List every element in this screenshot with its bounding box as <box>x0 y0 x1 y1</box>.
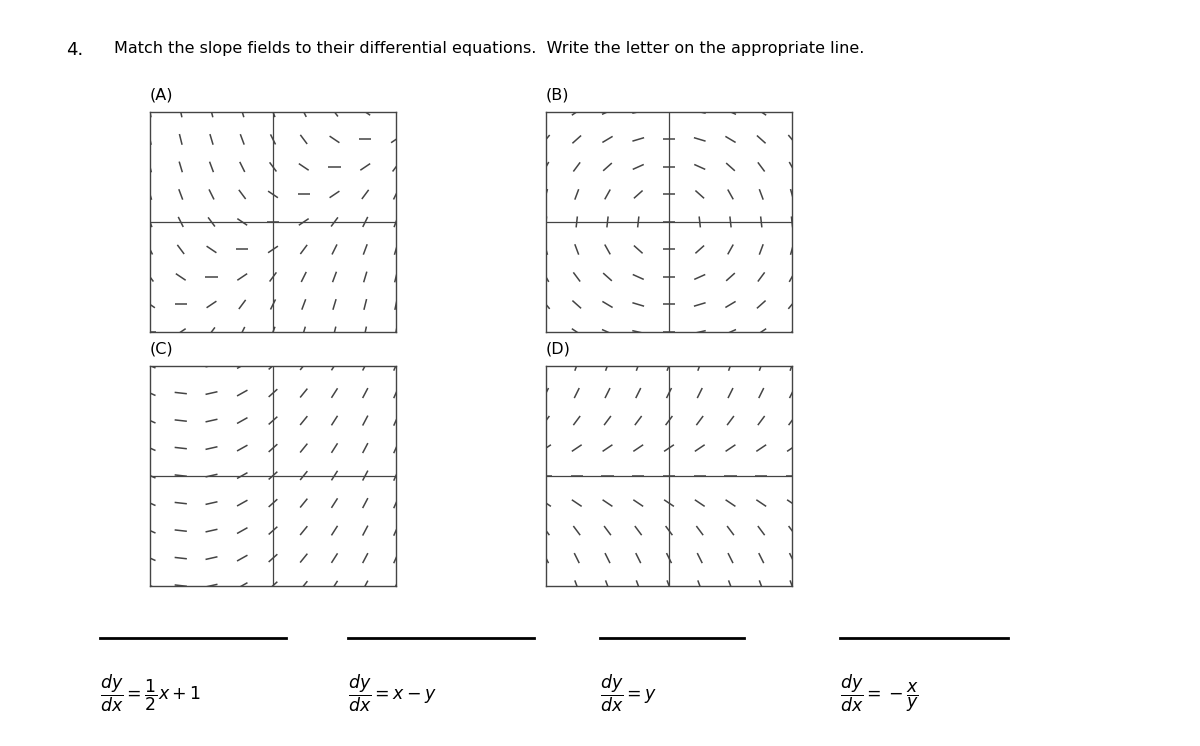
Text: (D): (D) <box>546 342 571 357</box>
Text: Match the slope fields to their differential equations.  Write the letter on the: Match the slope fields to their differen… <box>114 41 864 56</box>
Text: $\dfrac{dy}{dx} = y$: $\dfrac{dy}{dx} = y$ <box>600 673 658 715</box>
Text: (B): (B) <box>546 88 570 103</box>
Text: (A): (A) <box>150 88 174 103</box>
Text: (C): (C) <box>150 342 174 357</box>
Text: $\dfrac{dy}{dx} = \dfrac{1}{2}x + 1$: $\dfrac{dy}{dx} = \dfrac{1}{2}x + 1$ <box>100 673 200 715</box>
Text: $\dfrac{dy}{dx} = x - y$: $\dfrac{dy}{dx} = x - y$ <box>348 673 437 715</box>
Text: $\dfrac{dy}{dx} = -\dfrac{x}{y}$: $\dfrac{dy}{dx} = -\dfrac{x}{y}$ <box>840 673 919 715</box>
Text: 4.: 4. <box>66 41 83 59</box>
